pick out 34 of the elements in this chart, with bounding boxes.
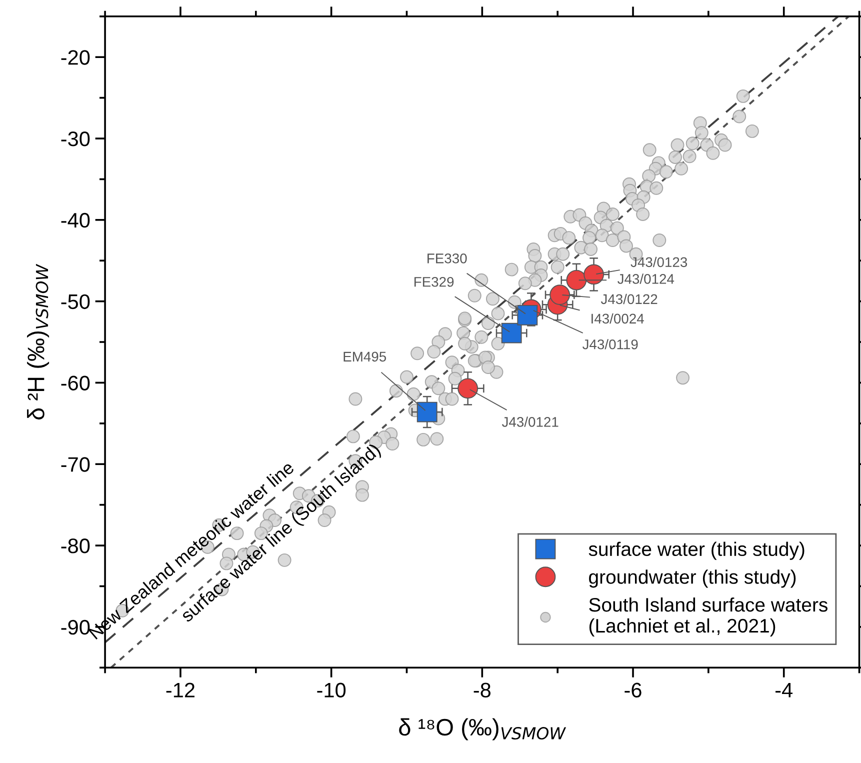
point xyxy=(584,264,604,285)
y-tick-label: -60 xyxy=(61,376,90,390)
point xyxy=(458,378,478,399)
x-tick-label: -8 xyxy=(474,682,491,698)
y-axis-title: δ ²H (‰)$_{VSMOW}$ xyxy=(27,264,50,420)
point xyxy=(566,270,587,290)
annotation: I43/0024 xyxy=(592,313,644,324)
legend-label: groundwater (this study) xyxy=(589,570,796,588)
point xyxy=(416,402,438,422)
y-tick-label: -80 xyxy=(61,538,90,554)
annotation: EM495 xyxy=(344,352,386,362)
annotation: J43/0119 xyxy=(582,339,638,350)
point xyxy=(517,304,538,326)
annotation: J43/0122 xyxy=(600,294,658,304)
annotation: J43/0121 xyxy=(502,416,558,427)
y-tick-label: -50 xyxy=(61,294,90,310)
annotation: FE329 xyxy=(414,276,454,287)
x-axis-title: δ ¹⁸O (‰)$_{VSMOW}$ xyxy=(399,718,566,740)
legend-label: South Island surface waters (Lachniet et al., 2021) xyxy=(589,597,828,637)
annotation: FE330 xyxy=(428,253,467,264)
x-tick-label: -6 xyxy=(624,682,642,698)
annotation: J43/0123 xyxy=(630,256,688,268)
annotation: J43/0124 xyxy=(618,274,674,284)
x-tick-label: -10 xyxy=(317,682,346,698)
point xyxy=(501,322,522,344)
y-tick-label: -90 xyxy=(61,620,90,635)
y-tick-label: -30 xyxy=(61,132,90,146)
y-tick-label: -70 xyxy=(61,457,90,472)
x-tick-label: -12 xyxy=(166,682,194,698)
point xyxy=(550,284,570,306)
legend-label: surface water (this study) xyxy=(588,542,804,560)
y-tick-label: -20 xyxy=(61,50,90,65)
x-tick-label: -4 xyxy=(776,682,793,698)
y-tick-label: -40 xyxy=(61,212,90,228)
